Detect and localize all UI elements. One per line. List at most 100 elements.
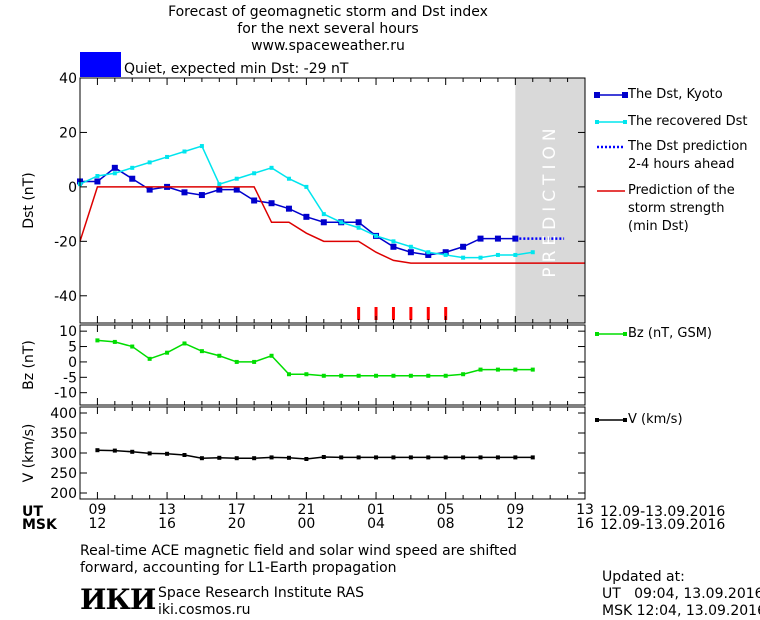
legend-dst-prediction-label-2: 2-4 hours ahead	[628, 157, 735, 172]
ut-tick-label: 01	[367, 502, 385, 518]
ut-tick-label: 21	[297, 502, 315, 518]
data-point-dst-0	[285, 205, 292, 212]
prediction-region	[515, 78, 585, 323]
data-point-dst-1	[165, 154, 170, 159]
data-point-bz-0	[408, 373, 413, 378]
data-point-dst-0	[233, 186, 240, 193]
data-point-v-0	[495, 455, 500, 460]
data-point-dst-1	[426, 250, 431, 255]
legend-storm-label-1: Prediction of the	[628, 183, 735, 198]
y-tick-label: 0	[68, 180, 77, 196]
chart-title-line1: Forecast of geomagnetic storm and Dst in…	[168, 4, 488, 20]
data-point-bz-0	[356, 373, 361, 378]
panel-frame-bz	[79, 324, 586, 406]
data-point-v-0	[478, 455, 483, 460]
data-point-bz-0	[374, 373, 379, 378]
data-point-dst-1	[269, 165, 274, 170]
legend-marker	[622, 92, 628, 98]
data-point-v-0	[95, 448, 100, 453]
y-tick-label: -40	[54, 289, 77, 305]
ut-tick-label: 13	[576, 502, 594, 518]
data-point-dst-1	[443, 252, 448, 257]
y-tick-label: 200	[50, 486, 77, 502]
msk-date-range: 12.09-13.09.2016	[600, 517, 726, 533]
footnote-line2: forward, accounting for L1-Earth propaga…	[80, 560, 397, 576]
data-point-dst-1	[304, 184, 309, 189]
institute-url[interactable]: iki.cosmos.ru	[158, 602, 251, 618]
data-point-dst-0	[198, 192, 205, 199]
msk-tick-label: 16	[576, 516, 594, 532]
data-point-dst-1	[321, 212, 326, 217]
legend-marker	[623, 332, 627, 336]
data-point-dst-1	[199, 144, 204, 149]
updated-msk: MSK 12:04, 13.09.2016	[602, 603, 760, 619]
data-point-dst-0	[251, 197, 258, 204]
data-point-v-0	[426, 455, 431, 460]
legend-marker	[595, 418, 599, 422]
data-point-v-0	[130, 449, 135, 454]
y-tick-label: 0	[68, 355, 77, 371]
series-line-bz-0	[97, 339, 533, 377]
legend-v-label: V (km/s)	[628, 412, 683, 427]
data-point-v-0	[530, 455, 535, 460]
chart-title-url[interactable]: www.spaceweather.ru	[251, 38, 405, 54]
legend-storm-label-3: (min Dst)	[628, 219, 689, 234]
series-line-dst-0	[80, 166, 516, 256]
data-point-dst-0	[216, 186, 223, 193]
data-point-dst-1	[356, 225, 361, 230]
legend-marker	[595, 332, 599, 336]
legend-marker	[594, 92, 600, 98]
ut-row-label: UT	[22, 504, 43, 520]
data-point-v-0	[461, 455, 466, 460]
data-point-bz-0	[530, 367, 535, 372]
ut-tick-label: 13	[158, 502, 176, 518]
data-point-dst-1	[95, 174, 100, 178]
data-point-dst-0	[425, 251, 432, 258]
y-tick-label: 40	[59, 71, 77, 87]
data-point-v-0	[374, 455, 379, 460]
data-point-bz-0	[95, 338, 100, 343]
data-point-v-0	[165, 451, 170, 456]
y-tick-label: 250	[50, 466, 77, 482]
data-point-dst-1	[217, 182, 222, 187]
data-point-dst-1	[252, 171, 257, 176]
data-point-dst-1	[182, 149, 187, 154]
y-axis-label-dst: Dst (nT)	[21, 172, 37, 228]
footnote-line1: Real-time ACE magnetic field and solar w…	[80, 543, 517, 559]
data-point-bz-0	[304, 372, 309, 377]
data-point-dst-1	[286, 176, 291, 181]
msk-tick-label: 00	[297, 516, 315, 532]
data-point-dst-0	[94, 178, 101, 185]
data-point-v-0	[217, 455, 222, 460]
legend-dst-kyoto-label: The Dst, Kyoto	[628, 87, 723, 102]
data-point-dst-0	[355, 219, 362, 226]
data-point-bz-0	[234, 359, 239, 364]
data-point-v-0	[147, 451, 152, 456]
msk-tick-label: 12	[506, 516, 524, 532]
data-point-dst-0	[129, 175, 136, 182]
data-point-bz-0	[391, 373, 396, 378]
data-point-dst-0	[494, 235, 501, 242]
y-tick-label: 10	[59, 324, 77, 340]
data-point-v-0	[443, 455, 448, 460]
legend-storm-label-2: storm strength	[628, 201, 725, 216]
data-point-bz-0	[495, 367, 500, 372]
chart-series	[77, 144, 585, 461]
data-point-bz-0	[461, 372, 466, 377]
ut-date-range: 12.09-13.09.2016	[600, 504, 726, 520]
legend-marker	[623, 120, 627, 124]
data-point-dst-0	[460, 243, 467, 250]
data-point-bz-0	[130, 344, 135, 349]
msk-row-label: MSK	[22, 517, 57, 533]
data-point-dst-1	[339, 220, 344, 225]
data-point-dst-1	[478, 255, 483, 260]
y-axis-label-v: V (km/s)	[21, 424, 37, 483]
data-point-bz-0	[199, 349, 204, 354]
data-point-bz-0	[339, 373, 344, 378]
data-point-bz-0	[252, 359, 257, 364]
data-point-v-0	[356, 455, 361, 460]
data-point-dst-0	[268, 200, 275, 207]
y-tick-label: 20	[59, 125, 77, 141]
status-color-swatch	[80, 52, 121, 77]
